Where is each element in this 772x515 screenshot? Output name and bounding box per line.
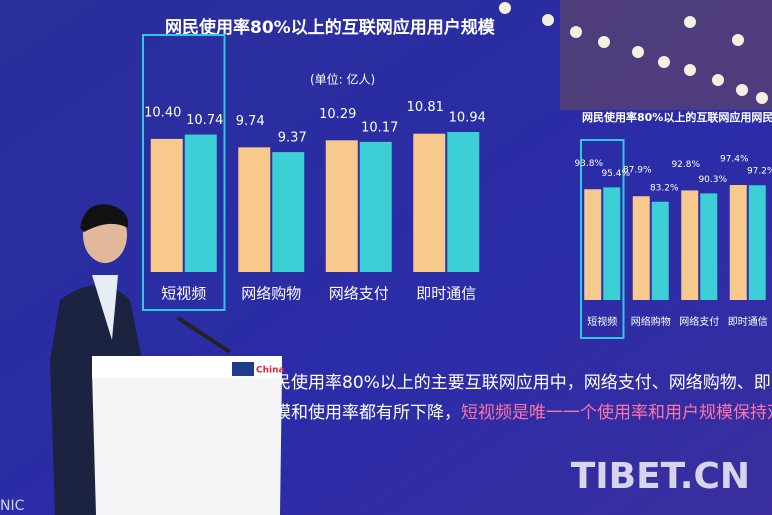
value-label: 90.3%: [698, 175, 727, 185]
category-label: 网络支付: [679, 315, 719, 328]
bar: [603, 187, 621, 300]
bar: [447, 132, 480, 272]
bar: [748, 185, 766, 300]
bar: [651, 201, 669, 300]
summary-highlight: 短视频是唯一一个使用率和用户规模保持双增长的互联网应用。: [461, 402, 772, 423]
bar: [359, 141, 392, 272]
value-label: 97.4%: [720, 155, 749, 165]
value-label: 87.9%: [623, 166, 652, 176]
value-label: 10.40: [144, 105, 181, 120]
value-label: 93.8%: [574, 159, 603, 169]
chart-title: 网民使用率80%以上的互联网应用网民使用率: [582, 110, 772, 124]
category-label: 网络购物: [241, 285, 301, 303]
category-label: 网络购物: [631, 315, 671, 328]
summary-line: 户规模和使用率都有所下降，短视频是唯一一个使用率和用户规模保持双增长的互联网应用…: [240, 402, 772, 423]
chart-title: 网民使用率80%以上的互联网应用用户规模: [165, 17, 496, 38]
highlight-box: [580, 139, 625, 339]
bar: [584, 189, 602, 300]
spotlights: [499, 2, 768, 104]
value-label: 9.37: [278, 131, 307, 146]
value-label: 10.74: [186, 113, 223, 128]
podium-logo-box: [232, 362, 254, 376]
bar: [632, 196, 650, 300]
bar: [681, 190, 699, 300]
highlight-box: [142, 34, 226, 311]
category-label: 短视频: [161, 285, 206, 303]
podium-logo: China: [256, 366, 285, 376]
value-label: 97.2%: [747, 167, 772, 177]
bar: [729, 185, 747, 300]
bar: [272, 152, 305, 272]
value-label: 10.29: [319, 107, 356, 122]
category-label: 即时通信: [728, 316, 768, 328]
value-label: 10.94: [449, 111, 486, 126]
watermark: TIBET.CN: [571, 456, 750, 497]
bar: [184, 134, 217, 272]
value-label: 92.8%: [671, 160, 700, 170]
bar: [238, 147, 271, 272]
podium: [92, 372, 282, 515]
bar: [700, 193, 718, 300]
corner-text: NIC: [0, 498, 25, 514]
value-label: 83.2%: [650, 183, 679, 193]
chart-subtitle: (单位: 亿人): [310, 72, 375, 87]
value-label: 10.17: [361, 120, 398, 135]
bar: [325, 140, 358, 272]
bar: [150, 138, 183, 272]
bar: [413, 133, 446, 272]
category-label: 即时通信: [416, 285, 476, 303]
summary-line: 在网民使用率80%以上的主要互联网应用中，网络支付、网络购物、即时通信等应用的用: [240, 372, 772, 393]
value-label: 10.81: [407, 100, 444, 115]
summary-text: 户规模和使用率都有所下降，: [240, 402, 461, 423]
category-label: 短视频: [587, 315, 617, 328]
value-label: 9.74: [236, 114, 265, 129]
category-label: 网络支付: [329, 285, 389, 303]
value-label: 95.4%: [601, 169, 630, 179]
microphone: [176, 316, 232, 354]
